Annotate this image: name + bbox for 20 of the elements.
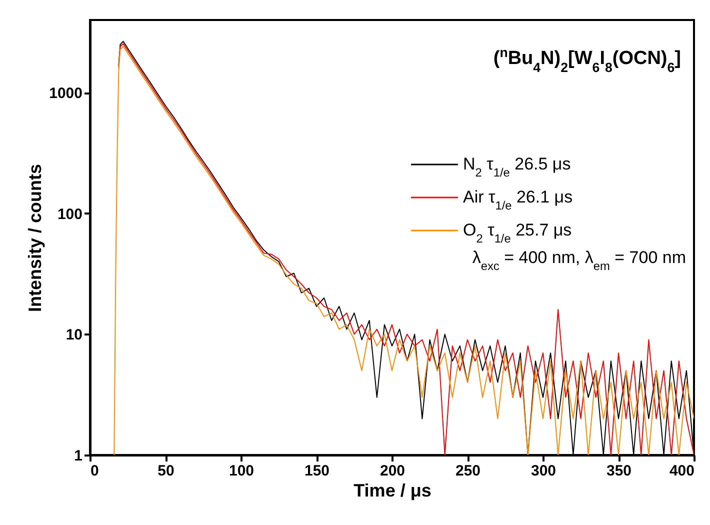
x-tick-label: 100 (228, 462, 254, 480)
x-axis-title: Time / μs (354, 480, 432, 500)
x-tick-label: 50 (158, 462, 174, 480)
y-axis-title: Intensity / counts (25, 164, 46, 312)
y-tick-label: 1000 (49, 85, 82, 102)
x-tick-label: 250 (455, 462, 481, 480)
chart-title: ($^{n}$Bu$_{4}$N)$_{2}$[W$_{6}$I$_{8}$(OCN)$_{6}$] (493, 44, 681, 74)
x-tick-label: 400 (669, 462, 694, 480)
x-tick-label: 150 (304, 462, 330, 480)
x-tick-label: 350 (606, 462, 632, 480)
legend-label: N$_{2}$ τ$_{1/e}$ 26.5 μs (463, 154, 571, 180)
x-tick-label: 0 (90, 462, 99, 480)
y-tick-label: 100 (57, 206, 82, 223)
legend-label: Air τ$_{1/e}$ 26.1 μs (463, 188, 573, 212)
x-tick-label: 300 (530, 462, 556, 480)
x-tick-label: 200 (380, 462, 406, 480)
annotation: λ$_{exc}$ = 400 nm, λ$_{em}$ = 700 nm (472, 248, 686, 273)
legend-label: O$_{2}$ τ$_{1/e}$ 25.7 μs (463, 220, 572, 246)
y-tick-label: 1 (74, 448, 82, 464)
y-tick-label: 10 (66, 326, 82, 344)
